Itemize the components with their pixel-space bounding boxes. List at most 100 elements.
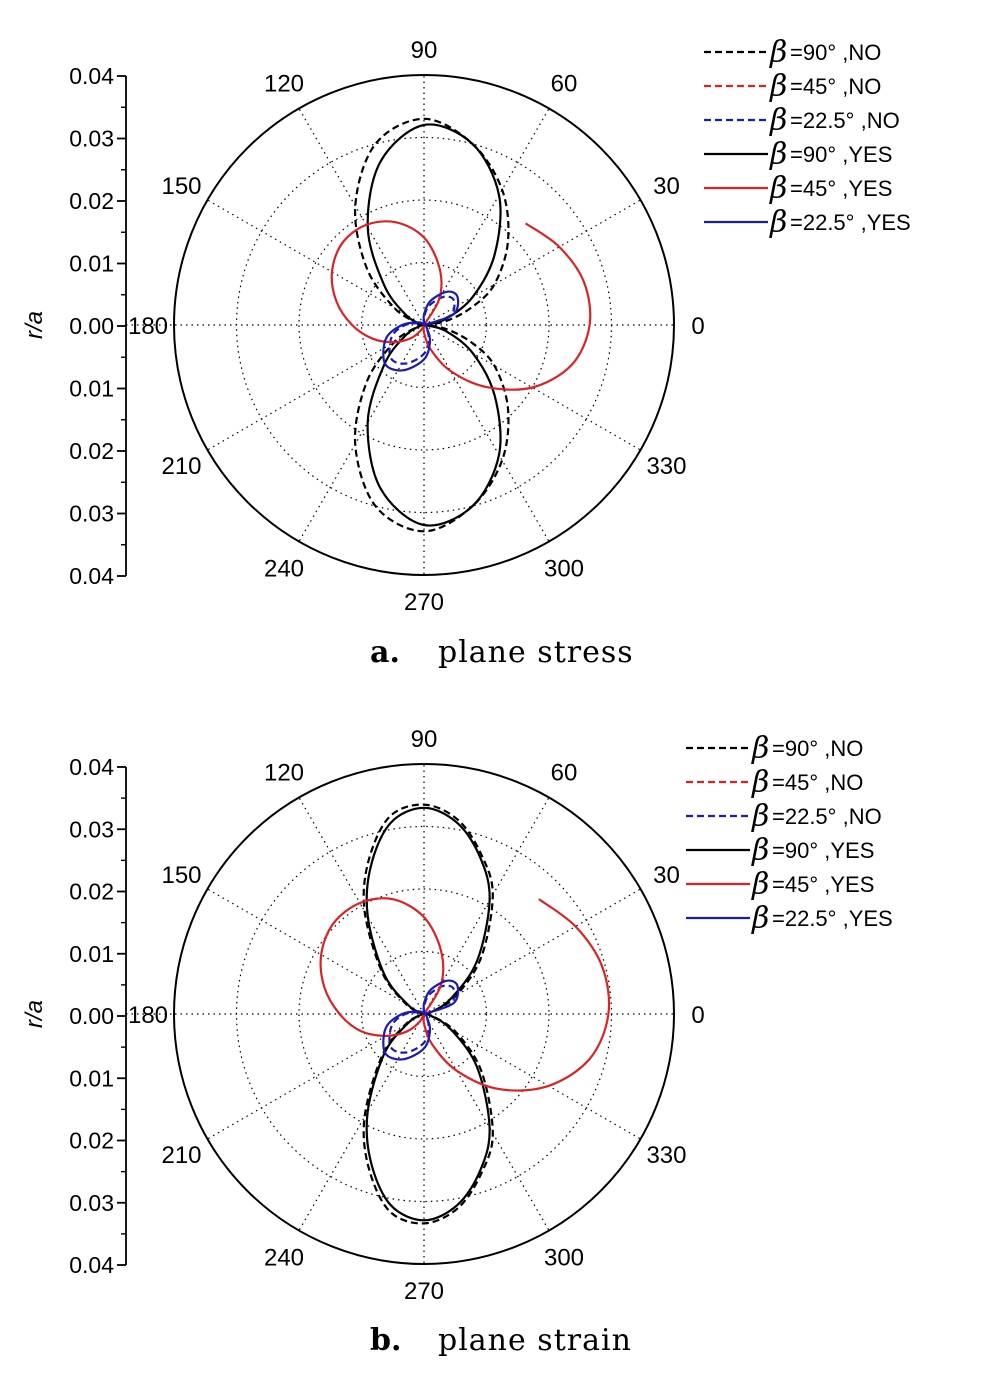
legend-beta-symbol: β: [769, 137, 787, 172]
legend-label-5: =22.5° ,YES: [772, 906, 893, 931]
radial-tick-label: 0.01: [69, 941, 114, 967]
angle-label-150: 150: [161, 173, 201, 200]
radial-tick-label: 0.01: [69, 1065, 114, 1091]
legend-label-2: =22.5° ,NO: [790, 108, 900, 133]
angle-label-90: 90: [411, 726, 438, 753]
series-line-4: [330, 220, 592, 391]
grid-spoke: [298, 324, 425, 542]
radial-tick-label: 0.04: [69, 563, 114, 589]
legend-beta-symbol: β: [751, 731, 769, 766]
angle-label-0: 0: [691, 1002, 704, 1029]
angle-label-120: 120: [264, 760, 304, 787]
legend-beta-symbol: β: [769, 205, 787, 240]
series-line-5: [382, 290, 460, 372]
legend-label-3: =90° ,YES: [772, 838, 874, 863]
legend-label-4: =45° ,YES: [772, 872, 874, 897]
series-line-3: [366, 123, 502, 527]
legend-label-2: =22.5° ,NO: [772, 804, 882, 829]
legend-beta-symbol: β: [751, 765, 769, 800]
legend-beta-symbol: β: [769, 171, 787, 206]
caption-letter: a.: [370, 635, 400, 670]
series-line-5: [382, 979, 460, 1061]
y-axis-label: r/a: [21, 311, 48, 339]
radial-tick-label: 0.03: [69, 501, 114, 527]
angle-label-60: 60: [551, 71, 578, 98]
legend-beta-symbol: β: [751, 867, 769, 902]
legend-beta-symbol: β: [751, 833, 769, 868]
outer-circle: [173, 74, 675, 576]
grid-spoke: [207, 1013, 425, 1140]
grid-spoke: [423, 199, 641, 326]
y-axis-label: r/a: [21, 1000, 48, 1028]
caption-text: plane strain: [438, 1323, 632, 1358]
angle-label-240: 240: [264, 1244, 304, 1271]
polar-grid: [174, 75, 674, 575]
radial-tick-label: 0.00: [69, 1003, 114, 1029]
radial-tick-label: 0.01: [69, 376, 114, 402]
legend-label-3: =90° ,YES: [790, 142, 892, 167]
angle-label-120: 120: [264, 71, 304, 98]
radial-tick-label: 0.00: [69, 313, 114, 339]
radial-tick-label: 0.04: [69, 63, 114, 89]
radial-tick-label: 0.02: [69, 1128, 114, 1154]
radial-tick-label: 0.02: [69, 188, 114, 214]
angle-label-270: 270: [404, 589, 444, 616]
legend-label-0: =90° ,NO: [772, 736, 863, 761]
angle-label-210: 210: [161, 453, 201, 480]
angle-label-210: 210: [161, 1142, 201, 1169]
legend-beta-symbol: β: [751, 901, 769, 936]
caption-letter: b.: [370, 1323, 401, 1358]
grid-circle: [298, 888, 550, 1140]
legend-beta-symbol: β: [769, 103, 787, 138]
legend: β =90° ,NOβ =45° ,NOβ =22.5° ,NOβ =90° ,YESβ…: [704, 35, 911, 240]
series-curves: [330, 117, 592, 533]
radial-tick-label: 0.02: [69, 879, 114, 905]
legend-label-1: =45° ,NO: [772, 770, 863, 795]
radial-tick-label: 0.03: [69, 816, 114, 842]
angle-label-0: 0: [691, 313, 704, 340]
grid-circle: [360, 261, 488, 389]
radial-tick-label: 0.03: [69, 126, 114, 152]
legend-label-4: =45° ,YES: [790, 176, 892, 201]
angle-label-300: 300: [544, 555, 584, 582]
legend-beta-symbol: β: [769, 69, 787, 104]
angle-label-180: 180: [128, 1002, 168, 1029]
radial-axis: 0.04 0.03 0.02 0.01 0.00 0.01 0.02 0.03 0.04: [69, 754, 174, 1278]
chart-plane-strain: 03060901201501802102402703003300.040.030…: [21, 726, 893, 1358]
angle-label-180: 180: [128, 313, 168, 340]
series-curves: [319, 803, 611, 1225]
series-line-4: [319, 897, 611, 1092]
caption-text: plane stress: [438, 635, 634, 670]
angle-label-60: 60: [551, 760, 578, 787]
angle-label-330: 330: [646, 1142, 686, 1169]
radial-tick-label: 0.04: [69, 1252, 114, 1278]
legend: β =90° ,NOβ =45° ,NOβ =22.5° ,NOβ =90° ,YESβ…: [686, 731, 893, 936]
angle-label-330: 330: [646, 453, 686, 480]
legend-beta-symbol: β: [751, 799, 769, 834]
chart-plane-stress: 03060901201501802102402703003300.040.030…: [21, 35, 911, 670]
angle-label-30: 30: [653, 173, 680, 200]
angle-label-150: 150: [161, 862, 201, 889]
radial-axis: 0.04 0.03 0.02 0.01 0.00 0.01 0.02 0.03 0.04: [69, 63, 174, 589]
angle-label-30: 30: [653, 862, 680, 889]
radial-tick-label: 0.04: [69, 754, 114, 780]
angle-label-240: 240: [264, 555, 304, 582]
legend-label-0: =90° ,NO: [790, 40, 881, 65]
radial-tick-label: 0.03: [69, 1190, 114, 1216]
angle-label-90: 90: [411, 37, 438, 64]
grid-circle: [298, 199, 550, 451]
legend-label-5: =22.5° ,YES: [790, 210, 911, 235]
outer-circle: [173, 763, 675, 1265]
grid-circle: [360, 950, 488, 1078]
polar-grid: [174, 764, 674, 1264]
grid-spoke: [298, 1013, 425, 1231]
grid-spoke: [423, 324, 550, 542]
grid-spoke: [423, 1013, 550, 1231]
legend-label-1: =45° ,NO: [790, 74, 881, 99]
angle-label-300: 300: [544, 1244, 584, 1271]
angle-label-270: 270: [404, 1278, 444, 1305]
radial-tick-label: 0.02: [69, 438, 114, 464]
radial-tick-label: 0.01: [69, 251, 114, 277]
legend-beta-symbol: β: [769, 35, 787, 70]
